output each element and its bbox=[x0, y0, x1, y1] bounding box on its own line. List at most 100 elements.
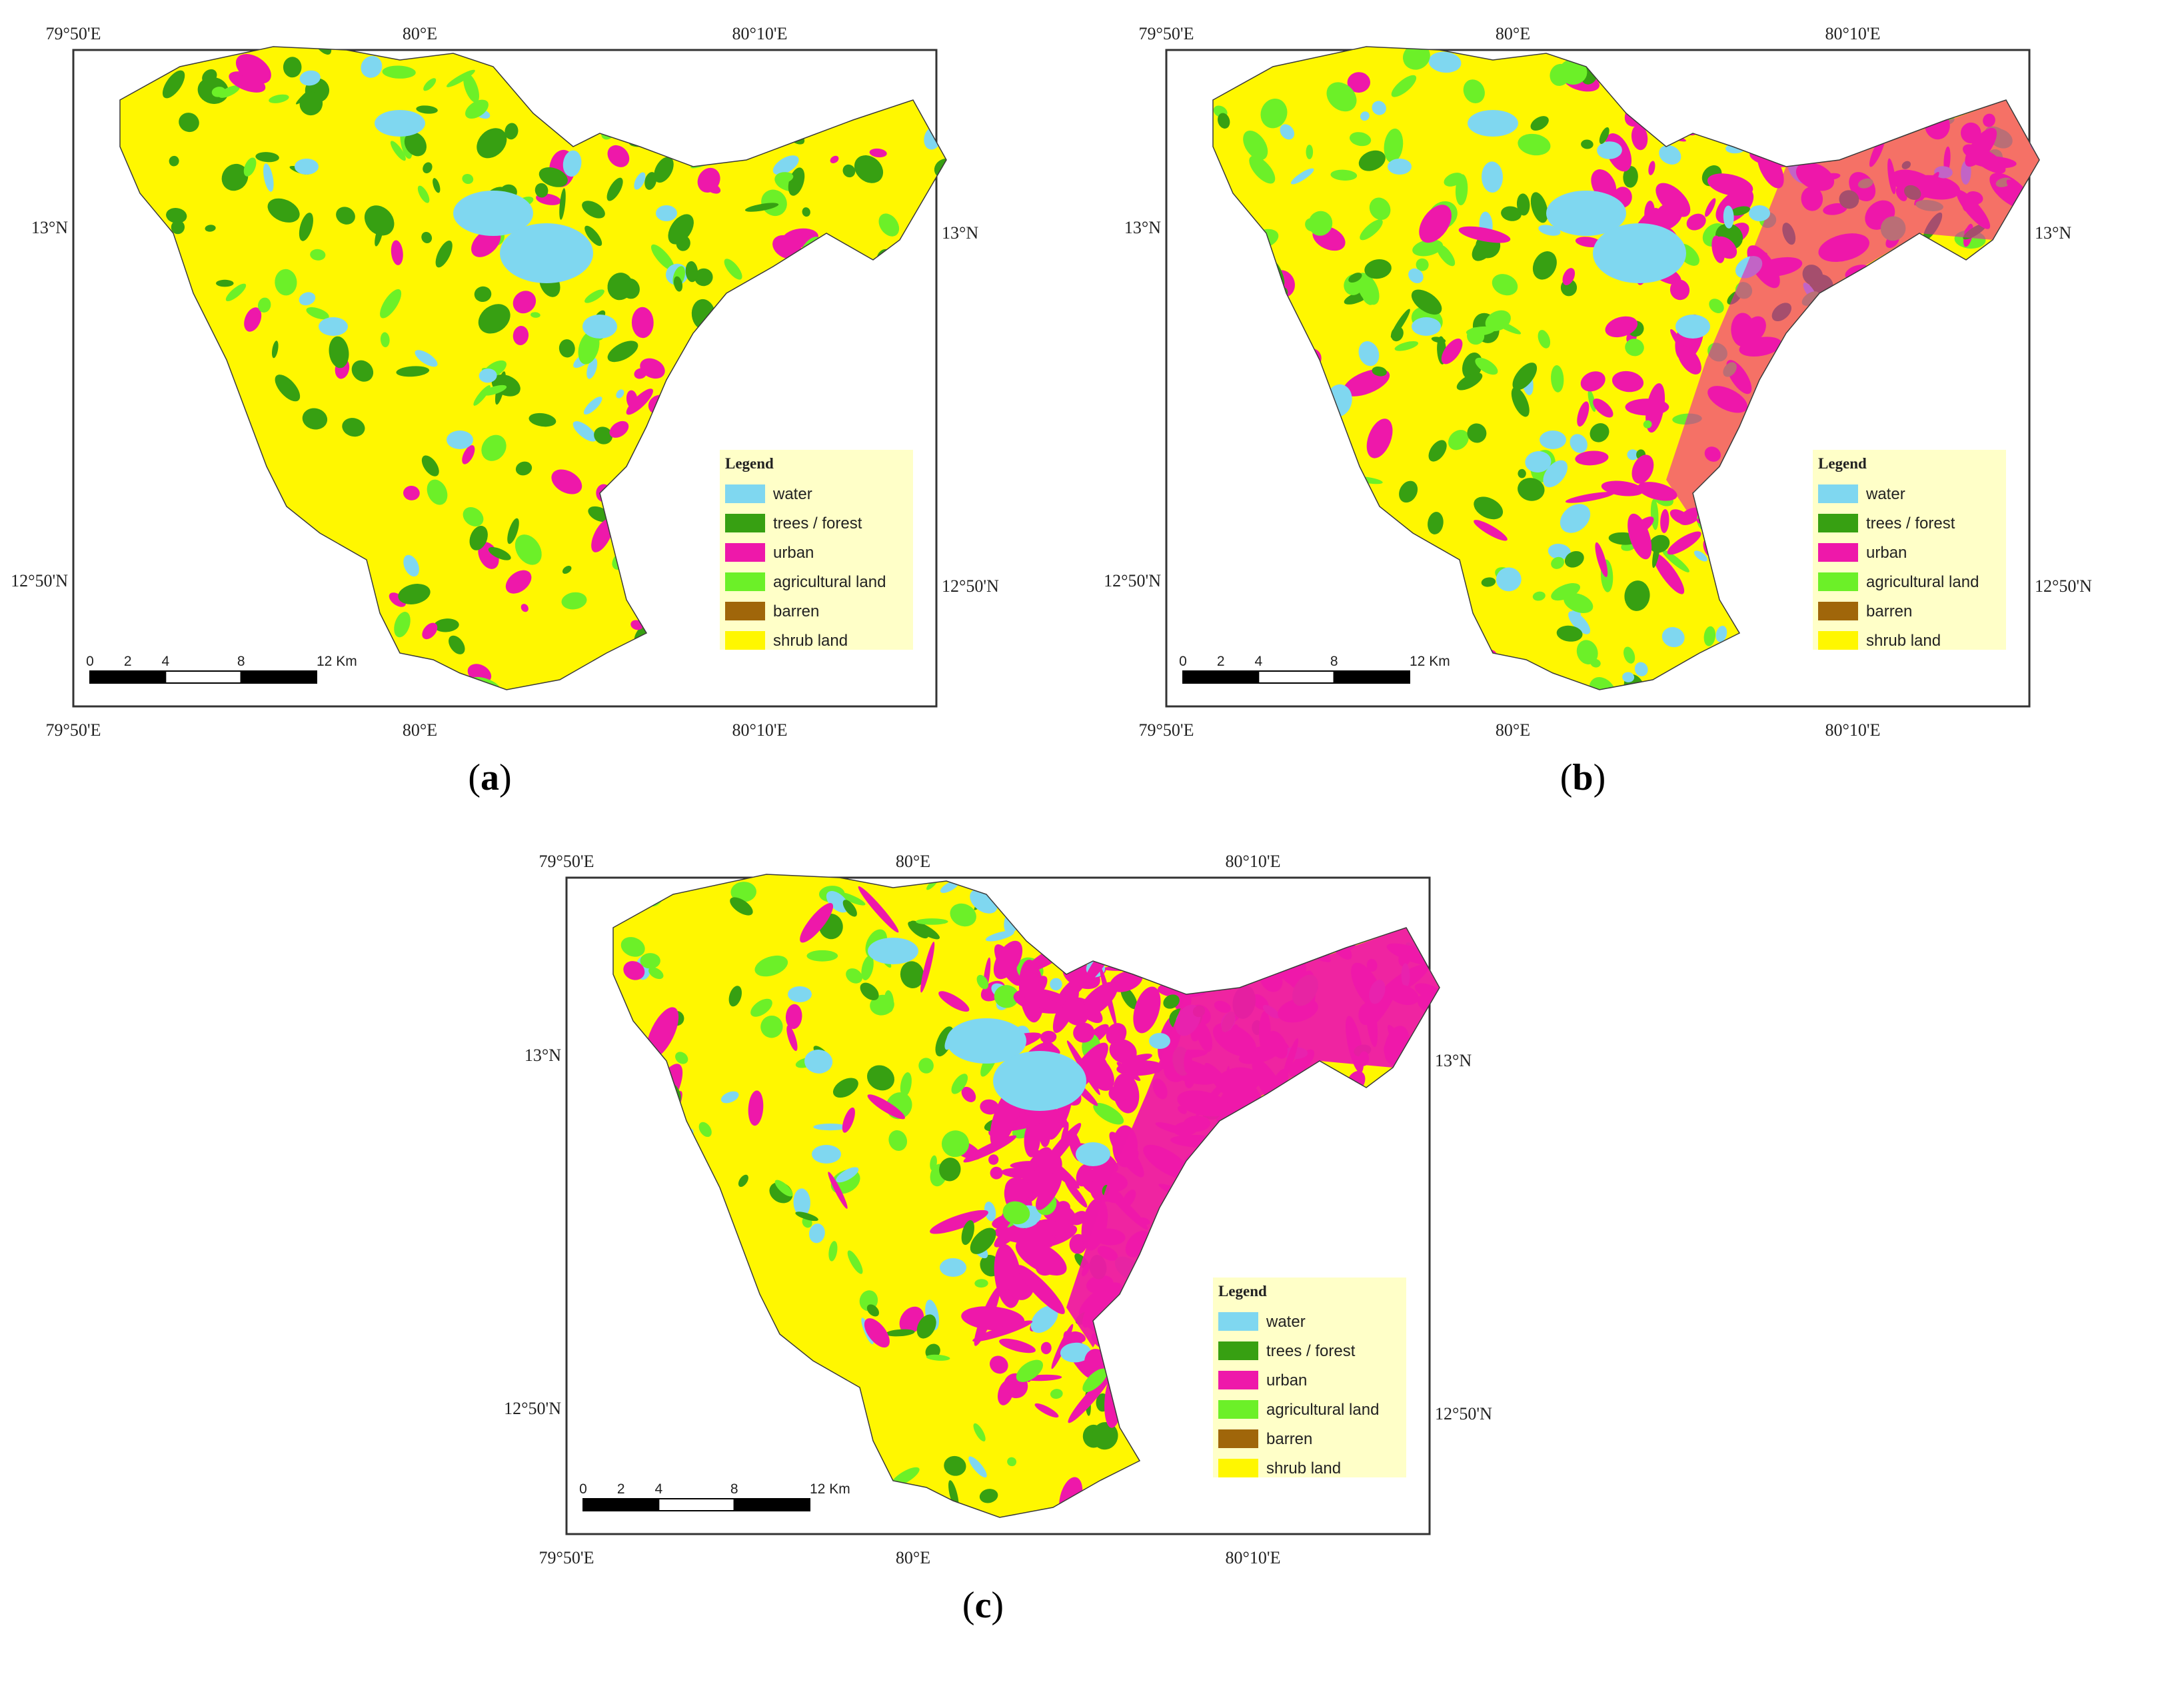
trees-forest-patch bbox=[644, 172, 657, 190]
water-body bbox=[1749, 205, 1770, 221]
agricultural-land-patch bbox=[950, 903, 976, 927]
water-patch bbox=[1627, 449, 1639, 460]
trees-forest-patch bbox=[1815, 92, 1836, 114]
trees-forest-patch bbox=[1411, 289, 1442, 315]
urban-patch bbox=[1565, 492, 1615, 503]
urban-patch bbox=[706, 183, 721, 194]
water-patch bbox=[711, 58, 739, 85]
trees-forest-patch bbox=[529, 413, 556, 427]
trees-forest-patch bbox=[673, 276, 683, 292]
trees-forest-patch bbox=[646, 556, 664, 583]
trees-forest-patch bbox=[795, 1212, 818, 1222]
agricultural-land-patch bbox=[380, 332, 390, 348]
trees-forest-patch bbox=[195, 428, 212, 439]
urban-patch bbox=[1432, 1235, 1440, 1260]
trees-forest-patch bbox=[1747, 619, 1777, 629]
water-patch bbox=[299, 292, 316, 306]
urban-patch bbox=[1732, 563, 1747, 587]
trees-forest-patch bbox=[1252, 874, 1272, 888]
water-patch bbox=[1287, 1187, 1294, 1197]
urban-patch bbox=[1342, 1151, 1355, 1159]
urban-patch bbox=[1297, 1229, 1322, 1254]
trees-forest-patch bbox=[197, 464, 214, 476]
agricultural-land-patch bbox=[1060, 939, 1072, 960]
urban-patch bbox=[1713, 236, 1737, 259]
trees-forest-patch bbox=[423, 162, 433, 174]
lon-label-bottom: 80°10'E bbox=[1226, 1548, 1281, 1567]
trees-forest-patch bbox=[1940, 362, 1961, 386]
legend-swatch bbox=[725, 514, 765, 532]
trees-forest-patch bbox=[634, 574, 645, 582]
agricultural-land-patch bbox=[950, 504, 969, 539]
urban-patch bbox=[1216, 1197, 1240, 1211]
agricultural-land-patch bbox=[1947, 300, 1972, 317]
agricultural-land-patch bbox=[1728, 102, 1753, 121]
trees-forest-patch bbox=[1786, 602, 1809, 622]
agricultural-land-patch bbox=[1183, 1319, 1196, 1333]
urban-patch bbox=[1278, 1209, 1294, 1254]
scale-bar-label: 0 bbox=[1179, 654, 1187, 669]
urban-patch bbox=[1418, 1311, 1430, 1324]
water-patch bbox=[1707, 59, 1731, 71]
urban-patch bbox=[1758, 432, 1774, 447]
scale-bar-label: 4 bbox=[654, 1481, 662, 1497]
trees-forest-patch bbox=[1316, 1489, 1346, 1511]
urban-patch bbox=[634, 117, 645, 127]
agricultural-land-patch bbox=[1412, 239, 1444, 257]
urban-patch bbox=[1042, 1041, 1060, 1054]
water-patch bbox=[1907, 113, 1924, 125]
legend-swatch bbox=[725, 631, 765, 650]
legend-item-label: trees / forest bbox=[1266, 1342, 1356, 1360]
lon-label-bottom: 80°E bbox=[403, 720, 437, 740]
water-patch bbox=[772, 1513, 794, 1517]
trees-forest-patch bbox=[1212, 913, 1230, 932]
agricultural-land-patch bbox=[704, 140, 718, 164]
trees-forest-patch bbox=[1590, 423, 1610, 442]
scale-bar: 0 2 4 8 12 Km bbox=[1179, 654, 1450, 684]
trees-forest-patch bbox=[216, 279, 234, 287]
trees-forest-patch bbox=[1163, 994, 1180, 1009]
agricultural-land-patch bbox=[1402, 47, 1430, 70]
urban-patch bbox=[980, 1099, 999, 1115]
trees-forest-patch bbox=[1532, 251, 1557, 280]
trees-forest-patch bbox=[744, 203, 779, 212]
water-body bbox=[1593, 223, 1686, 283]
water-body bbox=[993, 1051, 1086, 1111]
urban-patch bbox=[842, 1107, 855, 1133]
water-patch bbox=[1597, 141, 1622, 159]
water-patch bbox=[1268, 463, 1282, 489]
agricultural-land-patch bbox=[1608, 47, 1626, 55]
agricultural-land-patch bbox=[721, 1511, 730, 1517]
agricultural-land-patch bbox=[1811, 353, 1831, 377]
agricultural-land-patch bbox=[120, 576, 121, 585]
trees-forest-patch bbox=[142, 553, 163, 582]
legend-swatch bbox=[1818, 572, 1858, 591]
trees-forest-patch bbox=[747, 680, 768, 690]
scale-bar-segment bbox=[240, 670, 317, 684]
trees-forest-patch bbox=[920, 444, 930, 464]
agricultural-land-patch bbox=[976, 974, 989, 990]
urban-patch bbox=[1401, 1074, 1415, 1088]
urban-patch bbox=[1226, 1136, 1281, 1159]
urban-patch bbox=[1194, 1153, 1259, 1162]
legend-item-label: trees / forest bbox=[773, 514, 862, 532]
water-patch bbox=[1715, 626, 1727, 642]
urban-patch bbox=[920, 942, 935, 993]
water-body bbox=[582, 315, 617, 339]
trees-forest-patch bbox=[1912, 254, 1927, 268]
urban-patch bbox=[1316, 1245, 1328, 1258]
urban-patch bbox=[1130, 1302, 1196, 1320]
trees-forest-patch bbox=[1428, 512, 1444, 534]
trees-forest-patch bbox=[658, 595, 682, 624]
water-patch bbox=[1357, 1116, 1384, 1126]
urban-patch bbox=[869, 148, 887, 158]
trees-forest-patch bbox=[778, 277, 800, 296]
urban-patch bbox=[1767, 558, 1793, 569]
agricultural-land-patch bbox=[2033, 64, 2039, 81]
urban-patch bbox=[1174, 1232, 1193, 1251]
water-patch bbox=[940, 655, 946, 678]
agricultural-land-patch bbox=[462, 173, 474, 185]
urban-patch bbox=[1637, 482, 1677, 501]
urban-patch bbox=[1885, 324, 1899, 338]
urban-patch bbox=[748, 1090, 764, 1126]
